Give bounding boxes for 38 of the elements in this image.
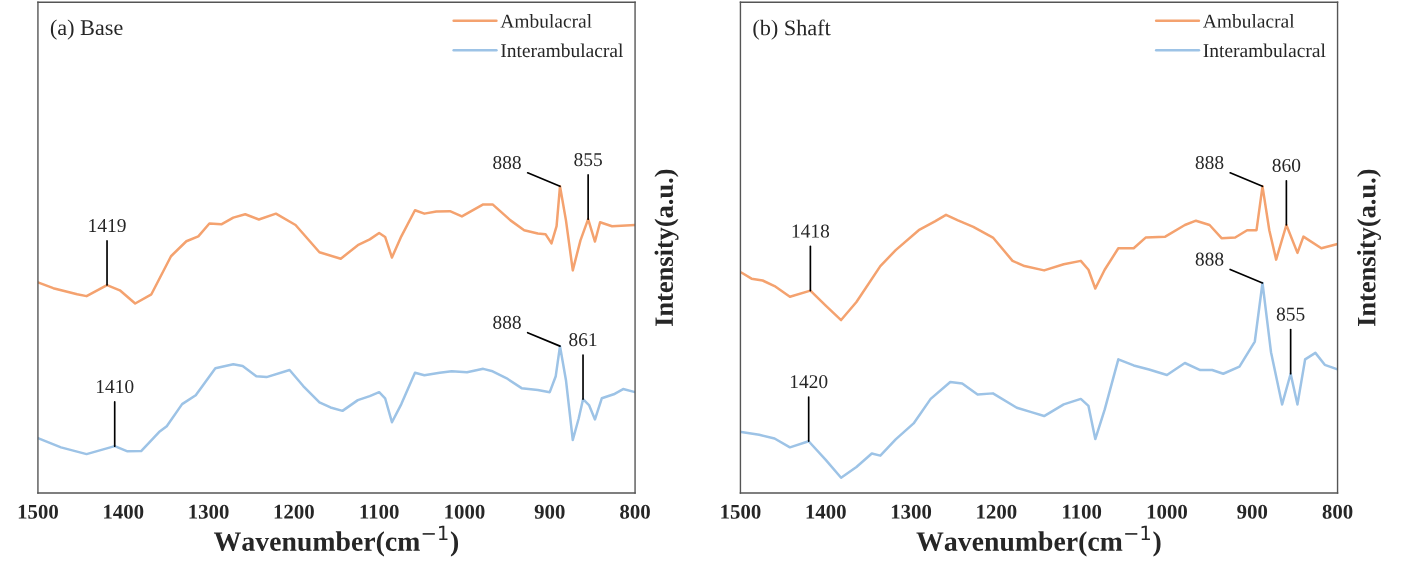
x-tick-label: 800 [620, 504, 650, 519]
chart-title: (a) Base [50, 19, 123, 40]
chart-title: (b) Shaft [753, 19, 831, 40]
y-axis-title: Intensity(a.u.) [654, 169, 679, 326]
annotation: 888 [1195, 252, 1224, 266]
x-tick-label: 1500 [18, 504, 58, 519]
legend-label: Ambulacral [1203, 14, 1295, 28]
x-tick-label: 900 [1237, 504, 1268, 519]
x-tick-label: 800 [1322, 504, 1353, 519]
annotation: 855 [574, 153, 602, 167]
x-tick-label: 1300 [189, 504, 229, 519]
legend-label: Ambulacral [500, 14, 592, 28]
x-tick-label: 1500 [721, 504, 761, 519]
x-tick-label: 1000 [1147, 504, 1187, 519]
annotation: 888 [493, 156, 521, 170]
x-tick-label: 900 [534, 504, 565, 519]
annotation: 855 [1276, 307, 1305, 321]
annotation: 1419 [89, 219, 126, 233]
legend-label: Interambulacral [1203, 43, 1326, 58]
y-axis-title: Intensity(a.u.) [1357, 169, 1382, 326]
annotation: 1410 [96, 379, 134, 394]
annotation: 861 [569, 333, 597, 347]
x-tick-label: 1100 [360, 504, 399, 519]
x-tick-label: 1400 [806, 504, 846, 519]
x-tick-label: 1200 [977, 504, 1017, 519]
legend-label: Interambulacral [501, 43, 623, 58]
x-axis-title: Wavenumber(cm$^{−1}$) [916, 525, 1161, 557]
x-tick-label: 1100 [1063, 504, 1102, 519]
annotation: 888 [1195, 156, 1224, 170]
x-tick-label: 1300 [891, 504, 932, 519]
annotation: 1420 [790, 375, 828, 389]
x-tick-label: 1400 [104, 504, 144, 519]
x-tick-label: 1200 [274, 504, 314, 519]
x-axis-title: Wavenumber(cm$^{−1}$) [213, 525, 459, 557]
annotation: 860 [1272, 158, 1301, 172]
annotation: 1418 [792, 224, 830, 238]
annotation: 888 [493, 315, 521, 329]
x-tick-label: 1000 [445, 504, 485, 519]
